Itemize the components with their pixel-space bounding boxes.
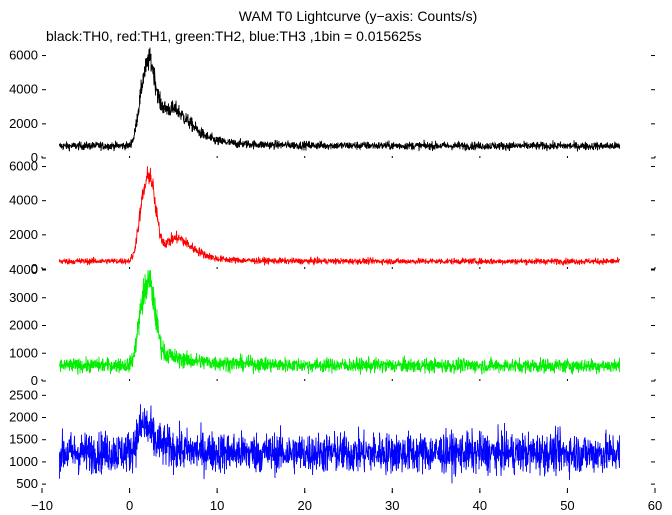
x-tick-label: 20 <box>297 498 311 513</box>
y-tick-label-TH2: 2000 <box>9 318 38 333</box>
y-tick-label-TH1: 4000 <box>9 193 38 208</box>
y-tick-label-TH3: 500 <box>16 476 38 491</box>
y-tick-label-TH3: 1000 <box>9 454 38 469</box>
y-tick-label-TH2: 0 <box>31 373 38 388</box>
panel-TH2: 0 1000 2000 3000 4000 <box>9 262 655 388</box>
x-tick-label: −10 <box>31 498 53 513</box>
series-trace-TH3 <box>59 404 620 484</box>
x-tick-label: 40 <box>473 498 487 513</box>
panel-TH0: 0 2000 4000 6000 <box>9 48 655 165</box>
y-tick-label-TH0: 2000 <box>9 116 38 131</box>
series-trace-TH1 <box>59 166 620 267</box>
panel-TH3: 500 1000 1500 2000 2500 <box>9 387 655 491</box>
panels: 0200040006000020004000600001000200030004… <box>9 48 655 491</box>
x-tick-label: 0 <box>126 498 133 513</box>
x-tick-label: 30 <box>385 498 399 513</box>
y-tick-label-TH2: 4000 <box>9 262 38 277</box>
y-tick-label-TH1: 6000 <box>9 159 38 174</box>
series-trace-TH2 <box>59 269 620 375</box>
y-tick-label-TH3: 1500 <box>9 432 38 447</box>
y-tick-label-TH3: 2000 <box>9 410 38 425</box>
y-tick-label-TH0: 4000 <box>9 82 38 97</box>
x-tick-label: 60 <box>648 498 662 513</box>
series-trace-TH0 <box>59 47 620 152</box>
x-axis: −10 0 10 20 30 40 50 60 <box>31 156 662 513</box>
y-tick-label-TH2: 1000 <box>9 345 38 360</box>
y-tick-label-TH3: 2500 <box>9 387 38 402</box>
panel-TH1: 0 2000 4000 6000 <box>9 159 655 276</box>
y-tick-label-TH1: 0 <box>31 261 38 276</box>
x-tick-label: 50 <box>560 498 574 513</box>
x-tick-label: 10 <box>210 498 224 513</box>
chart-title: WAM T0 Lightcurve (y−axis: Counts/s) <box>239 8 477 24</box>
y-tick-label-TH1: 2000 <box>9 227 38 242</box>
y-tick-label-TH2: 3000 <box>9 290 38 305</box>
chart-subtitle: black:TH0, red:TH1, green:TH2, blue:TH3 … <box>46 28 421 44</box>
y-tick-label-TH0: 0 <box>31 150 38 165</box>
y-tick-label-TH0: 6000 <box>9 48 38 63</box>
